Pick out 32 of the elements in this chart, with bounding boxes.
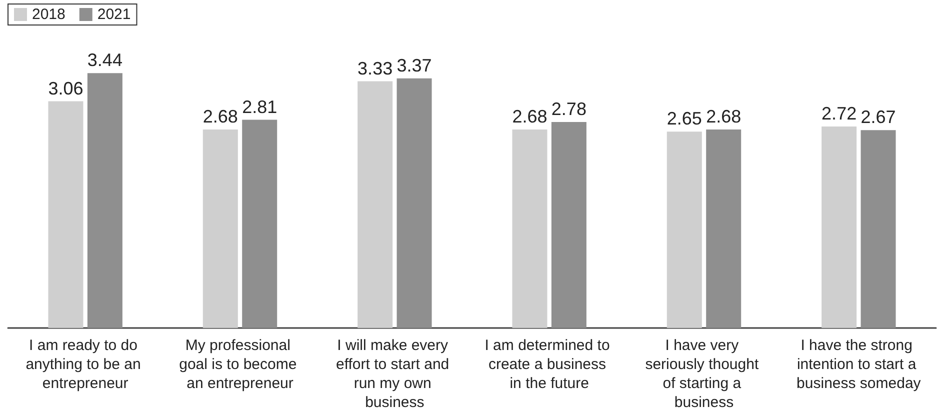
legend-label: 2021 — [97, 6, 131, 23]
data-label: 2.78 — [551, 99, 586, 120]
x-tick-label: I am ready to do anything to be an entrepreneur — [26, 337, 145, 392]
x-tick-label: My professional goal is to become an entrepreneur — [179, 337, 301, 392]
data-label: 3.06 — [48, 78, 84, 98]
data-label: 2.81 — [242, 96, 278, 117]
bar — [551, 122, 586, 328]
x-tick-label: I have the strong intention to start a business someday — [796, 337, 922, 392]
bar — [822, 126, 857, 328]
bar — [202, 129, 238, 328]
bar — [706, 129, 742, 328]
x-tick-label: I have very seriously thought of starting a business — [645, 337, 763, 411]
data-label: 3.33 — [358, 58, 393, 78]
data-label: 3.37 — [396, 55, 432, 76]
data-label: 2.65 — [666, 108, 702, 129]
bar — [48, 101, 84, 328]
x-tick-label: I will make every effort to start and run my own business — [336, 337, 454, 411]
data-label: 2.68 — [202, 106, 238, 126]
data-label: 2.68 — [512, 106, 548, 126]
legend-label: 2018 — [32, 6, 66, 23]
data-label: 2.72 — [822, 103, 857, 124]
bar — [666, 132, 702, 328]
bar — [396, 78, 432, 328]
bar — [358, 81, 393, 328]
bar — [87, 73, 122, 328]
bar — [860, 130, 896, 328]
data-label: 3.44 — [87, 50, 122, 70]
data-label: 2.68 — [706, 106, 742, 126]
bar — [242, 120, 278, 328]
bar — [512, 129, 548, 328]
x-tick-label: I am determined to create a business in the future — [484, 337, 614, 392]
data-label: 2.67 — [860, 107, 896, 128]
